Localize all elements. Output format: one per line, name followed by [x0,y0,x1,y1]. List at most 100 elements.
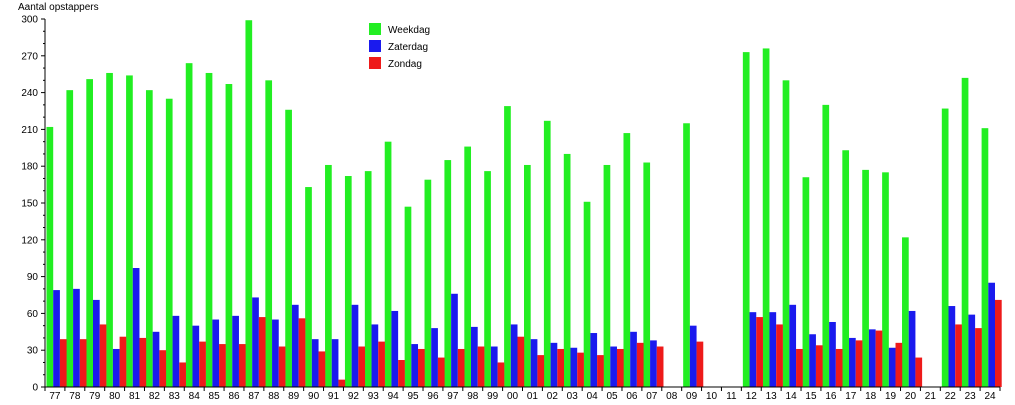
bar-zaterdag-81 [132,268,140,387]
bar-zaterdag-95 [411,344,419,387]
bar-zondag-13 [776,324,783,387]
bar-zaterdag-82 [152,331,160,387]
bar-weekdag-06 [623,133,631,387]
x-tick-label: 96 [427,391,439,400]
y-tick-label: 210 [21,125,38,136]
bar-zondag-82 [159,350,167,387]
bar-weekdag-07 [643,162,651,387]
y-tick-label: 180 [21,162,38,173]
bar-zondag-78 [79,339,87,387]
bar-weekdag-96 [424,179,432,387]
bar-weekdag-09 [683,123,690,388]
bar-zondag-09 [696,341,704,387]
x-tick-label: 24 [984,391,996,400]
x-tick-label: 91 [328,391,340,400]
bar-zondag-17 [855,340,863,387]
y-axis-label: Aantal opstappers [18,2,99,13]
bar-weekdag-79 [86,79,93,388]
bar-weekdag-02 [543,120,551,387]
x-tick-label: 02 [547,391,559,400]
x-tick-label: 97 [447,391,459,400]
bar-weekdag-99 [484,171,491,387]
legend-swatch-zaterdag [369,40,381,52]
bar-zaterdag-04 [590,333,598,387]
x-tick-label: 86 [228,391,240,400]
bar-weekdag-14 [782,80,790,387]
bar-zondag-90 [318,351,326,387]
bar-weekdag-97 [444,160,452,387]
bar-zondag-81 [139,337,147,387]
bar-weekdag-87 [245,20,253,387]
bar-zondag-99 [497,362,505,387]
bar-weekdag-78 [66,90,74,388]
x-tick-label: 07 [646,391,658,400]
x-tick-label: 13 [766,391,778,400]
bar-weekdag-17 [842,150,850,387]
bar-zondag-92 [358,346,366,387]
x-tick-label: 77 [49,391,61,400]
bar-zondag-87 [258,317,266,387]
x-tick-label: 11 [726,391,737,400]
bar-zondag-96 [437,357,445,387]
x-tick-label: 03 [567,391,579,400]
legend-label-weekdag: Weekdag [388,25,430,36]
bar-zaterdag-93 [371,324,379,387]
bar-weekdag-92 [344,176,352,387]
x-tick-label: 88 [268,391,280,400]
x-tick-label: 84 [189,391,201,400]
bar-zondag-07 [656,346,664,387]
bar-zaterdag-05 [610,346,617,387]
bar-weekdag-16 [822,104,830,388]
x-tick-label: 18 [865,391,877,400]
bar-zaterdag-09 [689,325,697,387]
bar-zaterdag-18 [868,329,876,387]
x-tick-label: 89 [288,391,300,400]
y-tick-label: 90 [27,272,39,283]
bar-zondag-14 [796,348,803,387]
bar-zaterdag-96 [431,328,438,387]
bar-weekdag-15 [802,177,810,387]
bar-zondag-94 [398,360,405,387]
bar-weekdag-05 [603,164,611,387]
x-tick-label: 06 [626,391,638,400]
bar-weekdag-89 [285,109,292,388]
bar-weekdag-24 [981,128,989,388]
x-tick-label: 83 [169,391,181,400]
bar-zaterdag-19 [888,347,896,387]
y-tick-label: 240 [21,88,38,99]
bar-zondag-89 [298,318,306,387]
bar-zondag-00 [517,336,525,387]
x-tick-label: 04 [587,391,599,400]
bar-zondag-20 [915,357,923,387]
bar-zaterdag-00 [510,324,518,387]
x-tick-label: 23 [965,391,977,400]
x-tick-label: 98 [467,391,479,400]
bar-zaterdag-99 [490,346,498,387]
bar-zondag-02 [557,348,564,387]
bar-zaterdag-12 [749,312,757,387]
bar-zaterdag-90 [311,339,319,387]
y-tick-label: 150 [21,199,38,210]
bar-weekdag-03 [563,153,571,387]
bar-zondag-88 [278,346,286,387]
bar-zaterdag-97 [451,293,458,387]
bar-zaterdag-16 [829,321,836,387]
x-tick-label: 08 [666,391,678,400]
bar-zaterdag-15 [809,334,816,387]
legend-swatch-weekdag [369,23,381,35]
x-tick-label: 82 [149,391,161,400]
bar-zaterdag-01 [530,339,538,387]
y-tick-label: 300 [21,15,38,26]
bar-zondag-06 [636,342,644,387]
bar-zaterdag-17 [849,337,856,387]
bar-weekdag-19 [882,172,889,387]
bar-zaterdag-87 [252,297,259,387]
bar-weekdag-22 [941,108,949,388]
bar-weekdag-82 [145,90,153,388]
x-tick-label: 15 [805,391,817,400]
bars-group [46,20,1002,388]
bar-weekdag-94 [384,141,392,387]
bar-zondag-23 [975,328,982,387]
